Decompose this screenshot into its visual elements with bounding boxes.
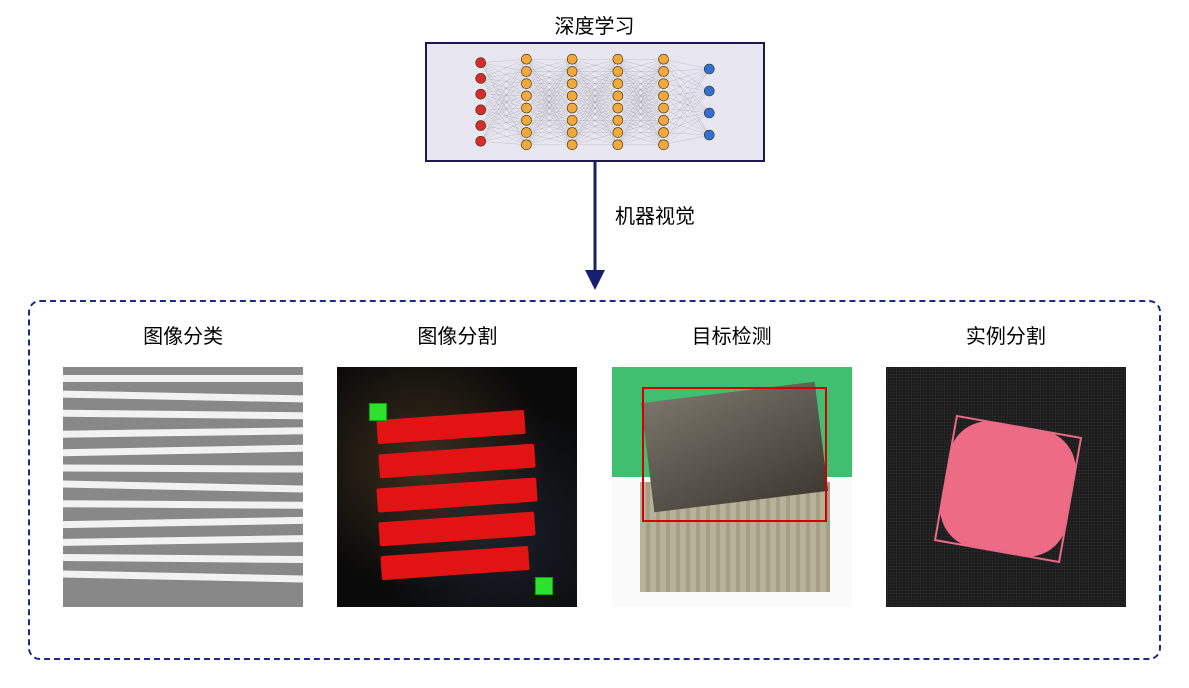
task-title: 目标检测	[692, 320, 772, 349]
top-title: 深度学习	[555, 10, 635, 39]
neural-network-svg	[435, 47, 755, 157]
task-image-segmentation	[337, 367, 577, 607]
task-title: 图像分类	[143, 320, 223, 349]
arrow-down	[575, 162, 615, 292]
task-detection: 目标检测	[604, 320, 859, 607]
task-image-classification	[63, 367, 303, 607]
task-classification: 图像分类	[56, 320, 311, 607]
task-image-detection	[612, 367, 852, 607]
task-image-instance	[886, 367, 1126, 607]
tasks-container: 图像分类 图像分割 目标检测 实例分割	[28, 300, 1161, 660]
neural-network-box	[425, 42, 765, 162]
arrow-label: 机器视觉	[615, 200, 695, 229]
task-title: 图像分割	[417, 320, 497, 349]
task-title: 实例分割	[966, 320, 1046, 349]
task-segmentation: 图像分割	[330, 320, 585, 607]
task-instance: 实例分割	[878, 320, 1133, 607]
